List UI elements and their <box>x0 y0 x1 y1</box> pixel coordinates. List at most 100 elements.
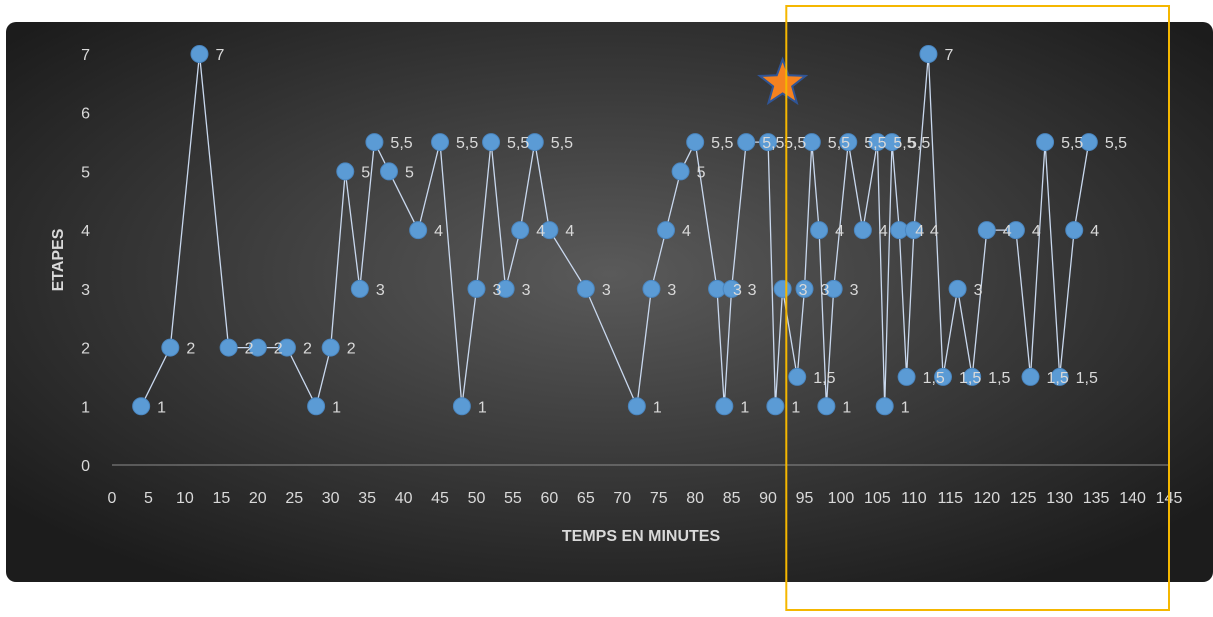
data-label: 3 <box>602 282 611 299</box>
data-label: 5,5 <box>784 135 806 152</box>
star-marker <box>757 56 809 106</box>
data-point <box>824 279 843 298</box>
data-point <box>773 279 792 298</box>
data-label: 3 <box>376 282 385 299</box>
data-point <box>1021 367 1040 386</box>
data-label: 1,5 <box>1046 370 1068 387</box>
data-label: 4 <box>930 223 939 240</box>
highlight-box <box>785 5 1170 611</box>
x-tick-label: 45 <box>431 490 449 507</box>
data-label: 1,5 <box>959 370 981 387</box>
x-tick-label: 85 <box>723 490 741 507</box>
data-label: 4 <box>565 223 574 240</box>
data-point <box>948 279 967 298</box>
data-label: 3 <box>748 282 757 299</box>
x-tick-label: 40 <box>395 490 413 507</box>
data-point <box>686 133 705 152</box>
data-point <box>482 133 501 152</box>
data-label: 1,5 <box>813 370 835 387</box>
data-point <box>977 221 996 240</box>
data-point <box>788 367 807 386</box>
data-point <box>1079 133 1098 152</box>
data-label: 2 <box>186 341 195 358</box>
data-label: 1 <box>740 399 749 416</box>
data-point <box>409 221 428 240</box>
data-label: 5,5 <box>864 135 886 152</box>
data-point <box>307 397 326 416</box>
data-point <box>540 221 559 240</box>
data-point <box>722 279 741 298</box>
data-label: 4 <box>682 223 691 240</box>
data-point <box>897 367 916 386</box>
data-point <box>715 397 734 416</box>
data-point <box>737 133 756 152</box>
data-point <box>277 338 296 357</box>
x-tick-label: 80 <box>686 490 704 507</box>
data-label: 1 <box>901 399 910 416</box>
data-label: 5,5 <box>1105 135 1127 152</box>
data-point <box>467 279 486 298</box>
data-point <box>321 338 340 357</box>
x-tick-label: 10 <box>176 490 194 507</box>
data-label: 1 <box>842 399 851 416</box>
y-tick-label: 1 <box>81 399 90 416</box>
x-tick-label: 110 <box>901 490 927 507</box>
data-point <box>795 279 814 298</box>
x-tick-label: 95 <box>796 490 814 507</box>
data-label: 3 <box>667 282 676 299</box>
x-tick-label: 70 <box>613 490 631 507</box>
data-point <box>576 279 595 298</box>
data-label: 4 <box>879 223 888 240</box>
y-tick-label: 6 <box>81 106 90 123</box>
data-label: 1,5 <box>923 370 945 387</box>
y-tick-label: 4 <box>81 223 90 240</box>
data-label: 5,5 <box>551 135 573 152</box>
y-tick-label: 3 <box>81 282 90 299</box>
data-label: 5 <box>405 164 414 181</box>
data-point <box>350 279 369 298</box>
data-point <box>496 279 515 298</box>
data-label: 4 <box>915 223 924 240</box>
x-tick-label: 0 <box>108 490 117 507</box>
data-label: 2 <box>245 341 254 358</box>
data-point <box>248 338 267 357</box>
data-point <box>1050 367 1069 386</box>
data-label: 1,5 <box>1076 370 1098 387</box>
data-label: 1 <box>478 399 487 416</box>
y-tick-label: 2 <box>81 341 90 358</box>
x-tick-label: 100 <box>828 490 855 507</box>
data-label: 2 <box>303 341 312 358</box>
data-point <box>963 367 982 386</box>
data-label: 5,5 <box>507 135 529 152</box>
data-label: 4 <box>1090 223 1099 240</box>
data-point <box>511 221 530 240</box>
data-label: 3 <box>850 282 859 299</box>
data-point <box>882 133 901 152</box>
data-label: 7 <box>944 47 953 64</box>
data-point <box>766 397 785 416</box>
x-tick-label: 130 <box>1046 490 1073 507</box>
data-point <box>875 397 894 416</box>
data-label: 3 <box>799 282 808 299</box>
data-point <box>431 133 450 152</box>
data-point <box>657 221 676 240</box>
data-label: 4 <box>835 223 844 240</box>
data-point <box>1006 221 1025 240</box>
x-tick-label: 5 <box>144 490 153 507</box>
y-tick-label: 7 <box>81 47 90 64</box>
x-tick-label: 125 <box>1010 490 1037 507</box>
data-label: 1 <box>653 399 662 416</box>
data-point <box>642 279 661 298</box>
x-tick-label: 105 <box>864 490 891 507</box>
x-tick-label: 65 <box>577 490 595 507</box>
data-point <box>853 221 872 240</box>
x-tick-label: 120 <box>973 490 1000 507</box>
data-point <box>759 133 778 152</box>
data-label: 2 <box>347 341 356 358</box>
data-label: 1 <box>791 399 800 416</box>
data-point <box>1036 133 1055 152</box>
x-tick-label: 30 <box>322 490 340 507</box>
data-label: 5,5 <box>456 135 478 152</box>
